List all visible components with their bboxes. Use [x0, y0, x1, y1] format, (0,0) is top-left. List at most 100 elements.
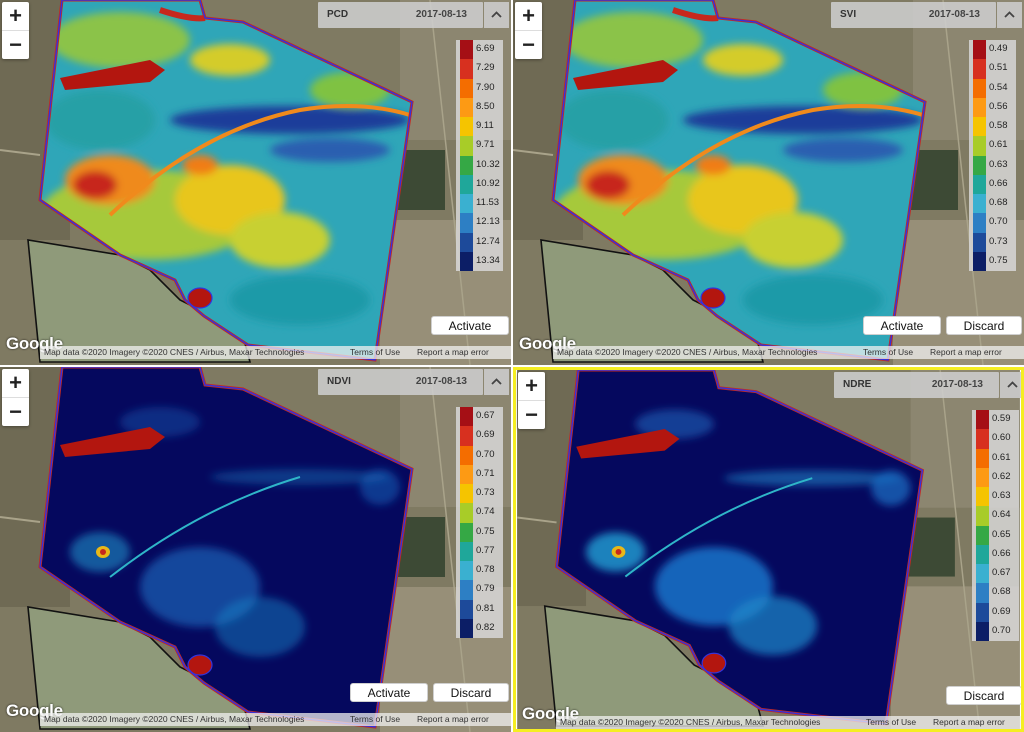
legend-swatch [460, 599, 473, 619]
terms-of-use-link[interactable]: Terms of Use [863, 347, 914, 357]
legend-swatch [973, 174, 986, 194]
zoom-control: + − [515, 2, 542, 59]
legend-value: 0.69 [992, 605, 1011, 617]
legend-value: 0.49 [989, 43, 1008, 54]
layer-name: NDVI [327, 376, 351, 387]
field-boundary[interactable] [555, 370, 924, 725]
legend-value: 0.75 [989, 254, 1008, 266]
legend-swatch [460, 464, 473, 484]
legend-value: 0.61 [989, 139, 1008, 151]
legend-value: 10.92 [476, 177, 500, 189]
terms-of-use-link[interactable]: Terms of Use [866, 717, 917, 727]
map-canvas[interactable] [0, 0, 511, 365]
zoom-out-button[interactable]: − [2, 30, 29, 59]
layer-header: PCD 2017-08-13 [318, 2, 483, 28]
collapse-button[interactable] [484, 369, 509, 395]
zoom-out-button[interactable]: − [518, 400, 545, 429]
layer-name: SVI [840, 9, 857, 20]
legend-value: 7.90 [476, 81, 495, 93]
legend-swatch [460, 484, 473, 504]
legend-value: 0.73 [989, 235, 1008, 247]
layer-date: 2017-08-13 [415, 9, 467, 20]
legend-swatch [460, 407, 473, 427]
legend-swatch [460, 136, 473, 156]
map-panel-4[interactable]: + − NDRE 2017-08-13 0.59 0.60 0.61 0.62 0.63 0.64… [513, 367, 1024, 732]
legend-swatch [976, 429, 989, 449]
layer-name: NDRE [843, 379, 872, 390]
chevron-up-icon [1007, 381, 1018, 388]
map-panel-1[interactable]: + − PCD 2017-08-13 6.69 7.29 7.90 8.50 9.11 9.71 1… [0, 0, 511, 365]
layer-header: SVI 2017-08-13 [831, 2, 996, 28]
legend-swatch [460, 522, 473, 542]
legend-swatch [973, 97, 986, 117]
legend-value: 11.53 [476, 197, 500, 208]
map-panel-2[interactable]: + − SVI 2017-08-13 0.49 0.51 0.54 0.56 0.58 0.61 0… [513, 0, 1024, 365]
legend-value: 0.70 [989, 216, 1008, 228]
pond [187, 654, 213, 676]
legend-swatch [460, 251, 473, 271]
legend-swatch [460, 580, 473, 600]
map-canvas[interactable] [516, 370, 1021, 729]
legend-swatch [976, 583, 989, 603]
terms-of-use-link[interactable]: Terms of Use [350, 714, 401, 724]
field-boundary[interactable] [552, 0, 926, 361]
map-canvas[interactable] [513, 0, 1024, 365]
legend-value: 0.63 [992, 490, 1011, 501]
report-map-error-link[interactable]: Report a map error [933, 717, 1005, 727]
legend: 0.59 0.60 0.61 0.62 0.63 0.64 0.65 0.66 0.67 0.68… [972, 410, 1019, 641]
map-attribution: Map data ©2020 Imagery ©2020 CNES / Airb… [40, 346, 511, 359]
legend: 0.49 0.51 0.54 0.56 0.58 0.61 0.63 0.66 0.68 0.70… [969, 40, 1016, 271]
discard-button[interactable]: Discard [946, 316, 1022, 335]
legend-value: 0.67 [992, 567, 1011, 578]
legend-swatch [973, 213, 986, 233]
terms-of-use-link[interactable]: Terms of Use [350, 347, 401, 357]
legend-value: 6.69 [476, 43, 495, 54]
legend-value: 0.75 [476, 525, 495, 537]
discard-button[interactable]: Discard [433, 683, 509, 702]
legend-value: 12.13 [476, 216, 500, 228]
legend-value: 0.69 [476, 429, 495, 441]
map-attribution: Map data ©2020 Imagery ©2020 CNES / Airb… [40, 713, 511, 726]
legend-value: 0.51 [989, 62, 1008, 74]
report-map-error-link[interactable]: Report a map error [930, 347, 1002, 357]
zoom-out-button[interactable]: − [2, 397, 29, 426]
legend-swatch [460, 117, 473, 137]
zoom-out-button[interactable]: − [515, 30, 542, 59]
chevron-up-icon [1004, 11, 1015, 18]
field-boundary[interactable] [39, 367, 413, 728]
legend-value: 13.34 [476, 254, 500, 266]
legend-value: 0.66 [989, 177, 1008, 189]
zoom-in-button[interactable]: + [9, 370, 22, 395]
map-panel-3[interactable]: + − NDVI 2017-08-13 0.67 0.69 0.70 0.71 0.73 0.74… [0, 367, 511, 732]
discard-button[interactable]: Discard [946, 686, 1021, 705]
collapse-button[interactable] [484, 2, 509, 28]
collapse-button[interactable] [1000, 372, 1021, 398]
activate-button[interactable]: Activate [350, 683, 428, 702]
activate-button[interactable]: Activate [863, 316, 941, 335]
report-map-error-link[interactable]: Report a map error [417, 347, 489, 357]
legend-value: 0.71 [476, 467, 495, 479]
legend-swatch [976, 564, 989, 584]
legend-value: 0.78 [476, 564, 495, 575]
attribution-text: Map data ©2020 Imagery ©2020 CNES / Airb… [557, 347, 818, 357]
activate-button[interactable]: Activate [431, 316, 509, 335]
report-map-error-link[interactable]: Report a map error [417, 714, 489, 724]
legend-swatch [973, 117, 986, 137]
layer-header: NDVI 2017-08-13 [318, 369, 483, 395]
legend-value: 0.65 [992, 528, 1011, 540]
legend-value: 9.71 [476, 139, 495, 151]
legend-swatch [460, 232, 473, 252]
legend-value: 9.11 [476, 120, 494, 131]
legend-value: 0.56 [989, 100, 1008, 112]
legend-swatch [973, 136, 986, 156]
chevron-up-icon [491, 11, 502, 18]
map-canvas[interactable] [0, 367, 511, 732]
legend-value: 0.82 [476, 621, 495, 633]
zoom-in-button[interactable]: + [522, 3, 535, 28]
field-boundary[interactable] [39, 0, 413, 361]
collapse-button[interactable] [997, 2, 1022, 28]
zoom-in-button[interactable]: + [525, 373, 538, 398]
legend-value: 0.58 [989, 120, 1008, 131]
zoom-in-button[interactable]: + [9, 3, 22, 28]
